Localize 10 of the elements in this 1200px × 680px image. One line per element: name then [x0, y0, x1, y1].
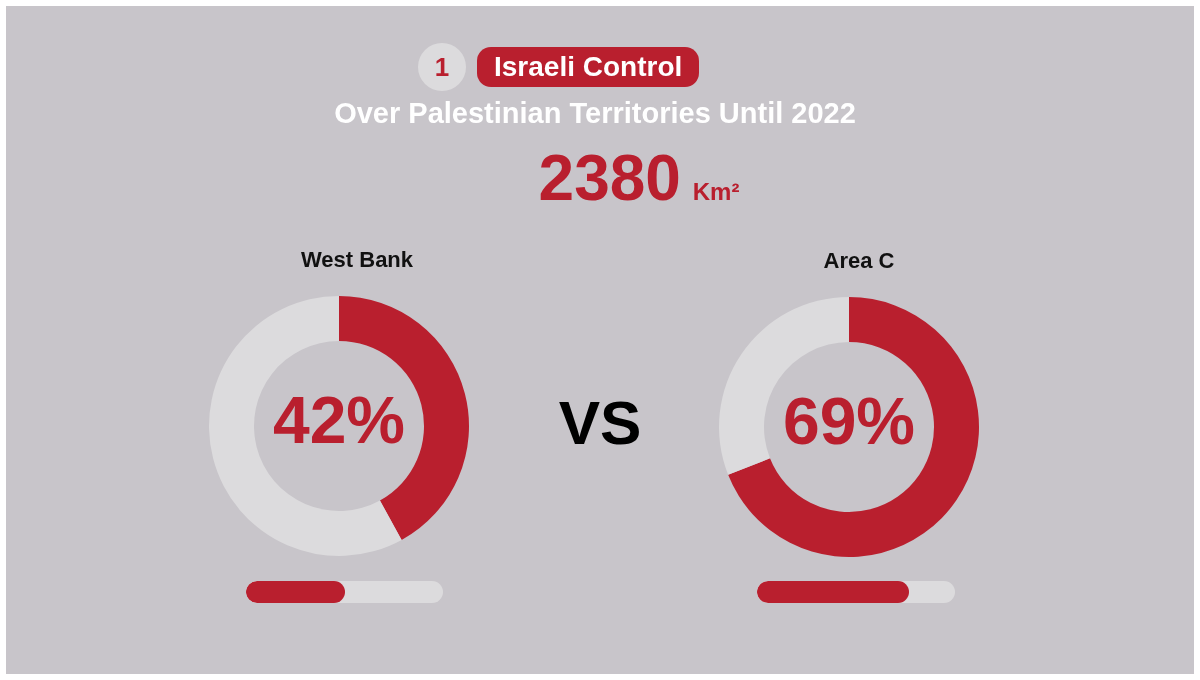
- donut-slice: [728, 297, 979, 557]
- data-label: 69%: [782, 384, 916, 458]
- rounded-banner: Israeli Control: [477, 47, 700, 87]
- data-label: 42%: [272, 383, 406, 457]
- text: 2380 Km²: [538, 142, 740, 214]
- chart-title: West Bank: [300, 247, 414, 272]
- chart-title: Area C: [823, 248, 895, 273]
- text: Over Palestinian Territories Until 2022: [334, 97, 856, 129]
- text: VS: [558, 388, 642, 457]
- donut-slice: [209, 296, 402, 556]
